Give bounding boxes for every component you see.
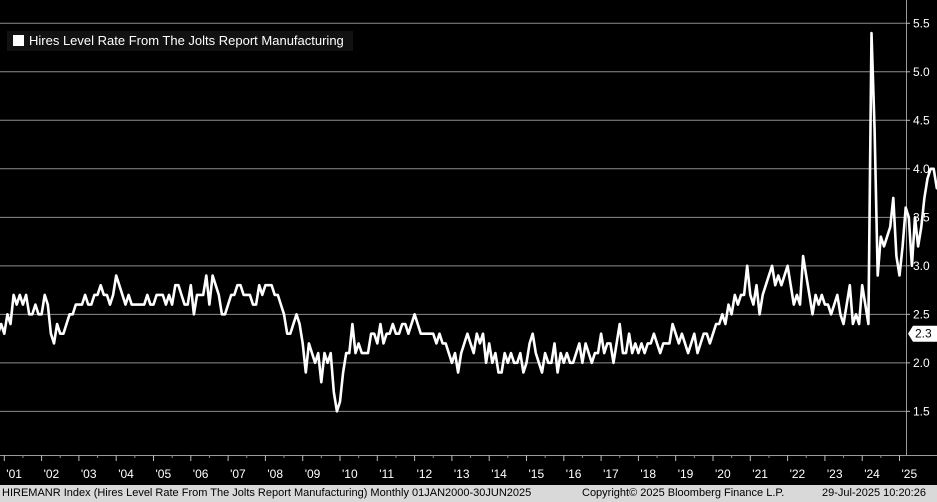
x-tick-label-1: '02	[44, 467, 60, 481]
x-tick-label-17: '18	[640, 467, 656, 481]
x-tick-label-7: '08	[267, 467, 283, 481]
x-tick-label-4: '05	[156, 467, 172, 481]
x-tick-label-9: '10	[342, 467, 358, 481]
x-tick-label-14: '15	[529, 467, 545, 481]
series-line	[0, 31, 937, 413]
legend: Hires Level Rate From The Jolts Report M…	[7, 31, 353, 51]
line-chart: 1.52.02.53.03.54.04.55.05.5'01'02'03'04 '…	[0, 16, 937, 481]
legend-label: Hires Level Rate From The Jolts Report M…	[29, 33, 344, 48]
last-value-label: 2.3	[915, 327, 932, 341]
y-tick-label-5: 4.0	[913, 162, 930, 176]
y-tick-label-0: 1.5	[913, 404, 930, 418]
x-tick-label-11: '12	[417, 467, 433, 481]
x-tick-label-15: '16	[566, 467, 582, 481]
x-tick-label-3: '04	[118, 467, 134, 481]
x-tick-label-21: '22	[790, 467, 806, 481]
x-tick-label-12: '13	[454, 467, 470, 481]
x-axis-panel	[0, 455, 937, 485]
y-tick-label-8: 5.5	[913, 16, 930, 30]
y-tick-label-2: 2.5	[913, 307, 930, 321]
x-tick-label-24: '25	[902, 467, 918, 481]
footer-timestamp: 29-Jul-2025 10:20:26	[822, 487, 926, 499]
footer-ticker-info: HIREMANR Index (Hires Level Rate From Th…	[2, 487, 532, 499]
legend-swatch	[13, 35, 24, 46]
x-tick-label-19: '20	[715, 467, 731, 481]
x-tick-label-16: '17	[603, 467, 619, 481]
x-tick-label-22: '23	[827, 467, 843, 481]
last-value-tag	[908, 325, 937, 342]
x-tick-label-0: '01	[6, 467, 22, 481]
footer-copyright: Copyright© 2025 Bloomberg Finance L.P.	[582, 487, 785, 499]
x-tick-label-2: '03	[81, 467, 97, 481]
x-tick-label-10: '11	[379, 467, 394, 481]
x-tick-label-8: '09	[305, 467, 321, 481]
y-tick-label-6: 4.5	[913, 113, 930, 127]
x-tick-label-18: '19	[678, 467, 694, 481]
footer: HIREMANR Index (Hires Level Rate From Th…	[0, 485, 937, 502]
x-tick-label-6: '07	[230, 467, 246, 481]
plot-area	[0, 0, 906, 455]
x-tick-label-5: '06	[193, 467, 209, 481]
y-tick-label-3: 3.0	[913, 259, 930, 273]
x-tick-label-13: '14	[491, 467, 507, 481]
x-tick-label-20: '21	[752, 467, 768, 481]
y-tick-label-1: 2.0	[913, 356, 930, 370]
y-tick-label-7: 5.0	[913, 65, 930, 79]
x-tick-label-23: '24	[864, 467, 880, 481]
